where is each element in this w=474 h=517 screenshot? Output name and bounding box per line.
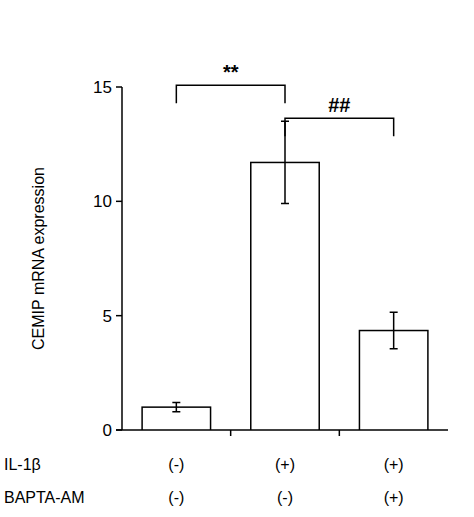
y-tick (116, 315, 122, 317)
x-tick (339, 430, 341, 436)
treatment-level: (+) (384, 456, 404, 473)
error-bar (390, 312, 398, 349)
significance-bracket (176, 85, 285, 103)
treatment-level: (+) (275, 456, 295, 473)
y-tick-label: 0 (103, 421, 112, 440)
y-tick-label: 5 (103, 307, 112, 326)
error-bar (172, 403, 180, 412)
x-tick (230, 430, 232, 436)
y-tick (116, 429, 122, 431)
treatment-level: (-) (168, 489, 184, 506)
y-axis (121, 87, 123, 430)
treatment-level: (-) (277, 489, 293, 506)
significance-label: ## (328, 94, 350, 116)
treatment-name: BAPTA-AM (4, 489, 85, 506)
y-axis-label: CEMIP mRNA expression (30, 167, 47, 350)
y-tick-label: 10 (93, 192, 112, 211)
y-tick-label: 15 (93, 78, 112, 97)
significance-bracket (285, 118, 394, 136)
treatment-name: IL-1β (4, 456, 41, 473)
y-tick (116, 86, 122, 88)
treatment-level: (-) (168, 456, 184, 473)
chart: 0 5 10 15 CEMIP mRNA expression ** ## IL-1β (-) (… (0, 0, 474, 517)
treatment-level: (+) (384, 489, 404, 506)
significance-label: ** (223, 61, 239, 83)
bars (142, 121, 428, 430)
y-tick (116, 201, 122, 203)
